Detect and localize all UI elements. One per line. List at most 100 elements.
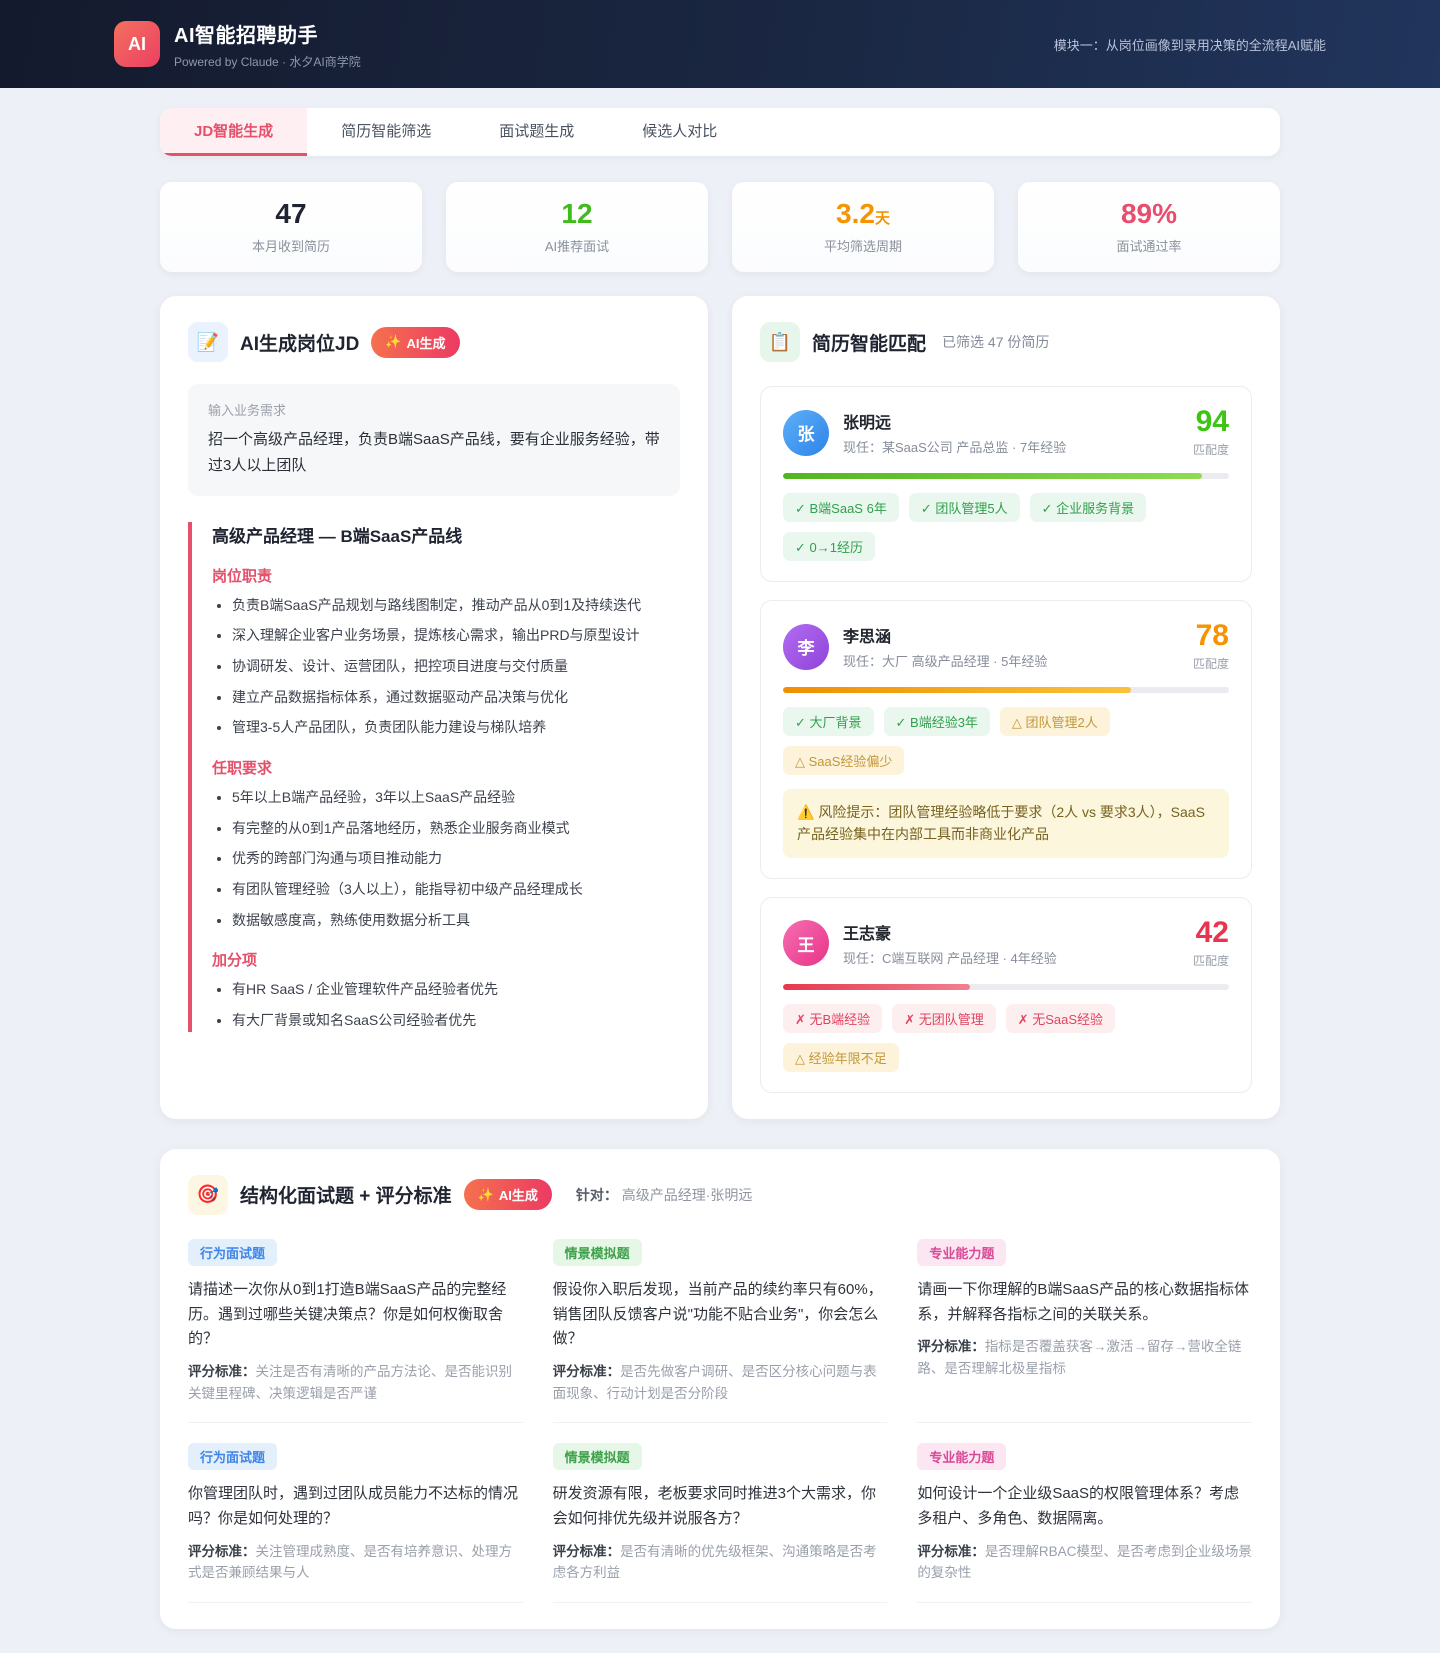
jd-bullet: 深入理解企业客户业务场景，提炼核心需求，输出PRD与原型设计 xyxy=(232,625,680,647)
candidate-score: 42 匹配度 xyxy=(1193,915,1229,969)
question-criteria: 评分标准：关注管理成熟度、是否有培养意识、处理方式是否兼顾结果与人 xyxy=(188,1541,523,1584)
clipboard-icon: 📋 xyxy=(760,322,800,362)
sparkles-icon: ✨ xyxy=(477,1186,494,1202)
interview-panel: 🎯 结构化面试题 + 评分标准 ✨ AI生成 针对： 高级产品经理·张明远 行为… xyxy=(160,1148,1280,1629)
requirement-input[interactable]: 输入业务需求 招一个高级产品经理，负责B端SaaS产品线，要有企业服务经验，带过… xyxy=(188,384,680,496)
module-label: 模块一：从岗位画像到录用决策的全流程AI赋能 xyxy=(1053,37,1326,53)
jd-bullet: 负责B端SaaS产品规划与路线图制定，推动产品从0到1及持续迭代 xyxy=(232,595,680,617)
candidate-tags: ✗ 无B端经验 ✗ 无团队管理 ✗ 无SaaS经验 △ 经验年限不足 xyxy=(783,1003,1229,1072)
candidate-tag: ✗ 无团队管理 xyxy=(892,1003,996,1033)
question-text: 请画一下你理解的B端SaaS产品的核心数据指标体系，并解释各指标之间的关联关系。 xyxy=(917,1280,1250,1323)
question-text: 如何设计一个企业级SaaS的权限管理体系？考虑多租户、多角色、数据隔离。 xyxy=(917,1485,1240,1527)
tab-item[interactable]: 简历智能筛选 xyxy=(341,123,432,140)
avatar: 张 xyxy=(783,409,829,456)
score-number: 94 xyxy=(1195,405,1229,438)
candidate-current-role: 现任：C端互联网 产品经理 · 4年经验 xyxy=(843,950,1057,966)
candidate-tag: ✓ 企业服务背景 xyxy=(1029,493,1147,522)
score-number: 78 xyxy=(1195,619,1229,652)
avatar: 李 xyxy=(783,623,829,670)
question-criteria: 评分标准：关注是否有清晰的产品方法论、是否能识别关键里程碑、决策逻辑是否严谨 xyxy=(188,1361,523,1404)
jd-section: 加分项 有HR SaaS / 企业管理软件产品经验者优先有大厂背景或知名SaaS… xyxy=(212,949,680,1031)
candidate-tag: ✓ 0→1经历 xyxy=(783,532,875,561)
question-text: 请描述一次你从0到1打造B端SaaS产品的完整经历。遇到过哪些关键决策点？你是如… xyxy=(188,1280,507,1348)
criteria-label: 评分标准： xyxy=(188,1364,256,1380)
score-label: 匹配度 xyxy=(1192,657,1229,671)
jd-section-heading: 任职要求 xyxy=(212,759,273,777)
stat-number: 89% xyxy=(1120,197,1178,229)
candidate-name: 张明远 xyxy=(843,415,892,432)
candidate-name: 王志豪 xyxy=(843,925,892,943)
candidate-card[interactable]: 王 王志豪 现任：C端互联网 产品经理 · 4年经验 42 匹配度 xyxy=(760,896,1252,1093)
question-card: 情景模拟题 研发资源有限，老板要求同时推进3个大需求，你会如何排优先级并说服各方… xyxy=(552,1443,888,1603)
question-card: 专业能力题 请画一下你理解的B端SaaS产品的核心数据指标体系，并解释各指标之间… xyxy=(917,1238,1252,1424)
jd-bullet: 有HR SaaS / 企业管理软件产品经验者优先 xyxy=(232,979,680,1001)
jd-panel-title: AI生成岗位JD xyxy=(240,333,360,355)
candidate-tag: ✓ 团队管理5人 xyxy=(908,493,1020,522)
stat-number: 3.2 xyxy=(836,197,875,229)
candidate-info: 张明远 现任：某SaaS公司 产品总监 · 7年经验 xyxy=(843,409,1193,456)
candidate-card[interactable]: 李 李思涵 现任：大厂 高级产品经理 · 5年经验 78 匹配度 xyxy=(760,600,1252,879)
stat-number: 47 xyxy=(275,197,307,229)
criteria-label: 评分标准： xyxy=(917,1543,985,1559)
candidate-tag: △ 经验年限不足 xyxy=(783,1042,899,1072)
stats-row: 47 本月收到简历 12 AI推荐面试 3.2天 平均筛选周期 89% 面试通过… xyxy=(160,182,1280,272)
jd-bullet-list: 负责B端SaaS产品规划与路线图制定，推动产品从0到1及持续迭代深入理解企业客户… xyxy=(212,595,680,739)
jd-bullet: 有大厂背景或知名SaaS公司经验者优先 xyxy=(232,1010,680,1032)
candidate-tag: ✓ B端经验3年 xyxy=(883,707,990,736)
stat-card: 47 本月收到简历 xyxy=(160,182,422,272)
tab-item[interactable]: JD智能生成 xyxy=(160,108,308,156)
ai-generated-badge: ✨ AI生成 xyxy=(371,326,460,358)
candidate-tags: ✓ 大厂背景 ✓ B端经验3年 △ 团队管理2人 △ SaaS经验偏少 xyxy=(783,707,1229,775)
tab-item[interactable]: 面试题生成 xyxy=(499,123,575,140)
question-category-badge: 行为面试题 xyxy=(188,1443,278,1471)
question-criteria: 评分标准：是否先做客户调研、是否区分核心问题与表面现象、行动计划是否分阶段 xyxy=(553,1361,888,1404)
question-category-badge: 专业能力题 xyxy=(917,1443,1007,1471)
jd-bullet: 建立产品数据指标体系，通过数据驱动产品决策与优化 xyxy=(232,687,680,709)
tab-item[interactable]: 候选人对比 xyxy=(642,123,718,140)
jd-bullet-list: 5年以上B端产品经验，3年以上SaaS产品经验有完整的从0到1产品落地经历，熟悉… xyxy=(212,787,680,931)
requirement-input-label: 输入业务需求 xyxy=(208,403,287,418)
candidate-top-row: 张 张明远 现任：某SaaS公司 产品总监 · 7年经验 94 匹配度 xyxy=(783,407,1229,458)
score-number: 42 xyxy=(1195,915,1229,949)
ai-generated-badge: ✨ AI生成 xyxy=(463,1179,552,1211)
interview-target: 针对： 高级产品经理·张明远 xyxy=(576,1185,753,1205)
risk-warning: ⚠️ 风险提示：团队管理经验略低于要求（2人 vs 要求3人），SaaS产品经验… xyxy=(783,789,1229,858)
jd-bullet: 优秀的跨部门沟通与项目推动能力 xyxy=(232,848,680,870)
stat-card: 3.2天 平均筛选周期 xyxy=(732,182,994,272)
match-panel-header: 📋 简历智能匹配 已筛选 47 份简历 xyxy=(760,322,1252,362)
question-criteria: 评分标准：指标是否覆盖获客→激活→留存→营收全链路、是否理解北极星指标 xyxy=(917,1336,1252,1379)
main-row: 📝 AI生成岗位JD ✨ AI生成 输入业务需求 招一个高级产品经理，负责B端S… xyxy=(160,296,1280,1119)
stat-label: 本月收到简历 xyxy=(251,238,330,254)
candidate-info: 李思涵 现任：大厂 高级产品经理 · 5年经验 xyxy=(843,623,1193,670)
jd-bullet: 有完整的从0到1产品落地经历，熟悉企业服务商业模式 xyxy=(232,818,680,840)
criteria-label: 评分标准： xyxy=(552,1364,621,1380)
candidate-top-row: 王 王志豪 现任：C端互联网 产品经理 · 4年经验 42 匹配度 xyxy=(783,915,1229,969)
match-progress-track xyxy=(783,983,1229,990)
stat-card: 89% 面试通过率 xyxy=(1018,182,1280,272)
interview-panel-title: 结构化面试题 + 评分标准 xyxy=(240,1186,452,1208)
stat-label: AI推荐面试 xyxy=(544,238,610,254)
candidate-score: 94 匹配度 xyxy=(1193,407,1229,458)
question-category-badge: 情景模拟题 xyxy=(552,1443,642,1471)
candidate-tag: ✗ 无B端经验 xyxy=(783,1003,883,1033)
candidate-tags: ✓ B端SaaS 6年 ✓ 团队管理5人 ✓ 企业服务背景 ✓ 0→1经历 xyxy=(783,493,1229,561)
criteria-label: 评分标准： xyxy=(917,1339,985,1355)
stat-unit: 天 xyxy=(874,209,890,227)
candidate-list: 张 张明远 现任：某SaaS公司 产品总监 · 7年经验 94 匹配度 xyxy=(760,386,1252,1093)
candidate-score: 78 匹配度 xyxy=(1193,621,1229,672)
match-progress-fill xyxy=(783,473,1203,479)
candidate-tag: △ SaaS经验偏少 xyxy=(783,746,905,775)
question-category-badge: 情景模拟题 xyxy=(552,1238,642,1266)
stat-value: 47 xyxy=(275,197,307,229)
jd-output: 高级产品经理 — B端SaaS产品线 岗位职责 负责B端SaaS产品规划与路线图… xyxy=(188,521,680,1032)
jd-section-heading: 岗位职责 xyxy=(212,567,273,585)
interview-panel-header: 🎯 结构化面试题 + 评分标准 ✨ AI生成 针对： 高级产品经理·张明远 xyxy=(188,1174,1252,1215)
jd-section-heading: 加分项 xyxy=(212,952,258,970)
candidate-card[interactable]: 张 张明远 现任：某SaaS公司 产品总监 · 7年经验 94 匹配度 xyxy=(760,386,1252,582)
jd-title: 高级产品经理 — B端SaaS产品线 xyxy=(212,526,463,546)
question-criteria: 评分标准：是否有清晰的优先级框架、沟通策略是否考虑各方利益 xyxy=(553,1541,888,1584)
memo-icon: 📝 xyxy=(188,322,228,362)
match-panel-subtitle: 已筛选 47 份简历 xyxy=(942,334,1050,350)
match-panel-title: 简历智能匹配 xyxy=(812,333,927,355)
jd-sections: 岗位职责 负责B端SaaS产品规划与路线图制定，推动产品从0到1及持续迭代深入理… xyxy=(212,565,680,1032)
